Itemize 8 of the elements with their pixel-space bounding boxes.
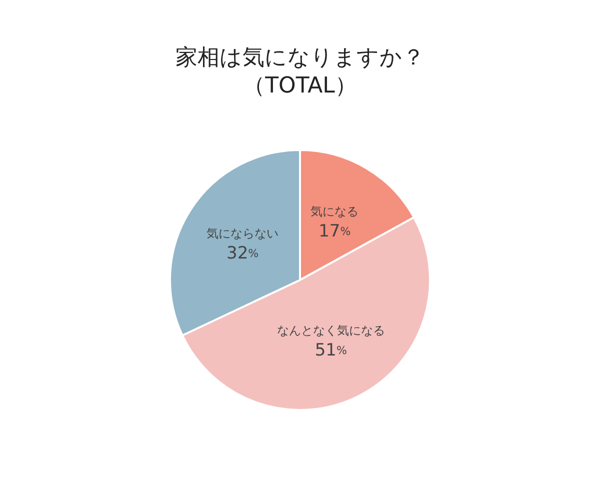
chart-subtitle: （TOTAL） <box>243 74 357 98</box>
data-label: 51% <box>314 340 347 361</box>
slice-label: 気にならない <box>206 226 279 241</box>
data-label: 32% <box>226 244 259 264</box>
slice-label: なんとなく気になる <box>276 324 385 338</box>
data-label: 17% <box>318 221 351 242</box>
chart-title: 家相は気になりますか？ <box>176 46 424 70</box>
slice-label: 気になる <box>310 204 359 218</box>
